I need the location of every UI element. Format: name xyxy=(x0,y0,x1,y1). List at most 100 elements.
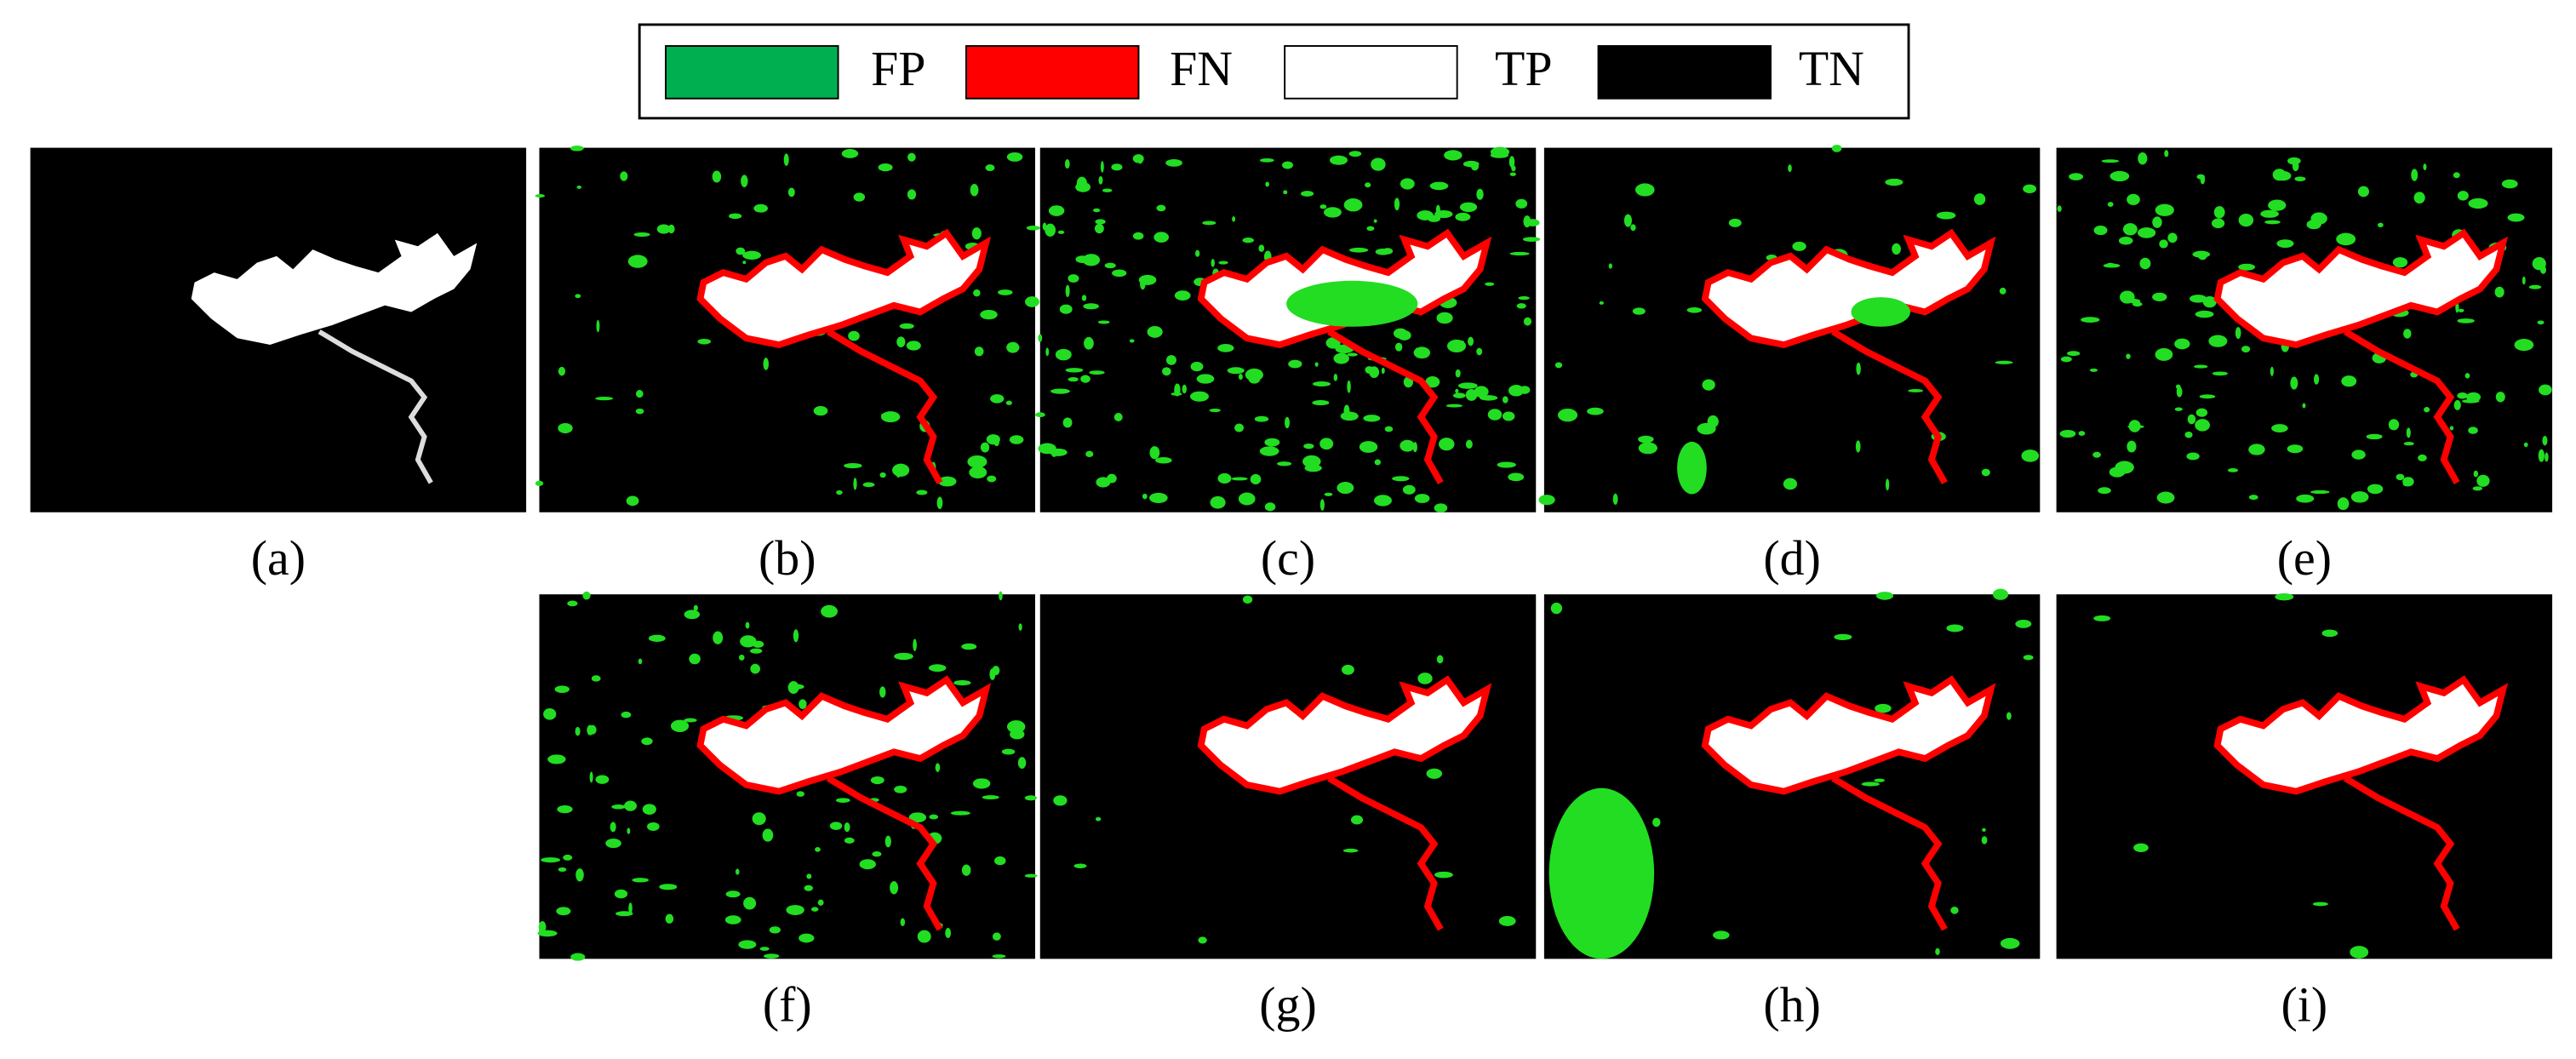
false-positive-blob xyxy=(1196,374,1215,384)
false-positive-blob xyxy=(1337,482,1354,495)
result-map xyxy=(1035,146,1541,513)
false-positive-blob xyxy=(998,289,1013,295)
false-positive-blob xyxy=(1283,190,1288,195)
false-positive-blob xyxy=(2274,170,2292,181)
false-positive-blob xyxy=(1434,503,1448,513)
false-positive-blob xyxy=(799,933,815,943)
false-positive-blob xyxy=(1075,255,1090,263)
false-positive-blob xyxy=(605,839,621,849)
false-positive-blob xyxy=(1548,787,1655,959)
false-positive-blob xyxy=(2341,375,2357,387)
false-positive-blob xyxy=(1417,673,1433,684)
false-positive-blob xyxy=(1076,176,1087,190)
false-positive-blob xyxy=(1065,284,1070,297)
false-positive-blob xyxy=(1487,409,1503,421)
false-positive-blob xyxy=(844,822,850,833)
false-positive-blob xyxy=(1516,303,1526,309)
false-positive-blob xyxy=(2350,946,2369,959)
false-positive-blob xyxy=(2069,173,2084,180)
panel-label: (g) xyxy=(1259,976,1316,1032)
false-positive-blob xyxy=(635,408,644,415)
false-positive-blob xyxy=(1242,595,1253,604)
false-positive-blob xyxy=(2403,441,2414,446)
false-positive-blob xyxy=(1302,455,1321,468)
false-positive-blob xyxy=(1084,336,1094,350)
false-positive-blob xyxy=(2268,199,2287,211)
false-positive-blob xyxy=(1231,477,1248,481)
false-positive-blob xyxy=(1259,446,1279,456)
false-positive-blob xyxy=(879,686,886,698)
false-positive-blob xyxy=(992,954,1006,959)
false-positive-blob xyxy=(986,434,1000,445)
false-positive-blob xyxy=(641,737,653,746)
false-positive-blob xyxy=(2057,205,2062,212)
panel-label: (h) xyxy=(1763,976,1820,1032)
false-positive-blob xyxy=(1329,155,1348,165)
false-positive-blob xyxy=(558,422,573,434)
result-map xyxy=(537,591,1038,961)
false-positive-blob xyxy=(1652,817,1661,827)
panel-label: (a) xyxy=(251,530,306,586)
false-positive-blob xyxy=(2350,491,2369,503)
false-positive-blob xyxy=(1100,161,1104,173)
false-positive-blob xyxy=(1587,407,1604,415)
false-positive-blob xyxy=(799,699,807,709)
false-positive-blob xyxy=(1936,211,1956,220)
false-positive-blob xyxy=(1343,404,1350,417)
false-positive-blob xyxy=(1068,274,1079,283)
false-positive-blob xyxy=(935,763,941,772)
false-positive-blob xyxy=(907,189,917,200)
false-positive-blob xyxy=(2006,712,2012,720)
false-positive-blob xyxy=(2159,239,2168,249)
false-positive-blob xyxy=(1245,368,1263,381)
false-positive-blob xyxy=(1908,389,1924,392)
false-positive-blob xyxy=(1038,334,1043,342)
false-positive-blob xyxy=(1623,214,1632,227)
false-positive-blob xyxy=(2494,286,2504,298)
false-positive-blob xyxy=(1282,161,1293,169)
false-positive-blob xyxy=(980,310,998,320)
false-positive-blob xyxy=(763,358,770,370)
false-positive-blob xyxy=(1713,930,1730,940)
false-positive-blob xyxy=(1149,446,1160,460)
false-positive-blob xyxy=(1341,664,1354,675)
false-positive-blob xyxy=(961,864,971,876)
false-positive-blob xyxy=(570,145,584,152)
false-positive-blob xyxy=(1438,438,1455,451)
false-positive-blob xyxy=(1851,297,1910,327)
false-positive-blob xyxy=(1554,362,1563,369)
false-positive-blob xyxy=(2092,451,2101,458)
false-positive-blob xyxy=(1113,412,1123,421)
false-positive-blob xyxy=(806,873,812,879)
result-map xyxy=(1538,145,2041,512)
false-positive-blob xyxy=(1347,352,1358,357)
false-positive-blob xyxy=(2101,159,2120,163)
false-positive-blob xyxy=(575,726,581,736)
false-positive-blob xyxy=(1094,223,1104,234)
false-positive-blob xyxy=(1083,303,1099,310)
false-positive-blob xyxy=(980,442,990,453)
result-map xyxy=(1039,594,1537,959)
false-positive-blob xyxy=(1162,367,1171,376)
false-positive-blob xyxy=(2538,449,2545,462)
false-positive-blob xyxy=(1112,269,1127,278)
false-positive-blob xyxy=(2313,374,2320,385)
false-positive-blob xyxy=(2472,486,2483,491)
false-positive-blob xyxy=(2164,150,2169,157)
false-positive-blob xyxy=(1638,435,1654,444)
false-positive-blob xyxy=(844,462,862,469)
false-positive-blob xyxy=(1446,339,1467,353)
false-positive-blob xyxy=(638,658,643,665)
false-positive-blob xyxy=(1455,388,1459,394)
false-positive-blob xyxy=(636,389,644,398)
false-positive-blob xyxy=(1095,219,1106,225)
false-positive-blob xyxy=(1238,492,1256,506)
false-positive-blob xyxy=(1497,461,1516,468)
result-map xyxy=(30,147,527,512)
false-positive-blob xyxy=(1981,836,1988,844)
false-positive-blob xyxy=(2200,175,2206,185)
false-positive-blob xyxy=(1209,409,1221,413)
false-positive-blob xyxy=(2377,222,2384,227)
false-positive-blob xyxy=(537,930,558,937)
false-positive-blob xyxy=(1005,400,1012,405)
